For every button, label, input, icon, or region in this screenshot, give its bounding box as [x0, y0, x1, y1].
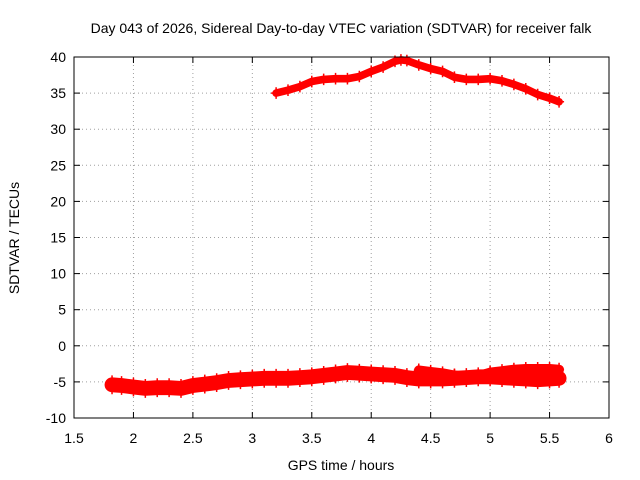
series-upper [271, 54, 565, 108]
data-point [508, 362, 519, 377]
data-point [425, 364, 436, 379]
x-tick-label: 6 [605, 430, 613, 446]
x-tick-label: 3 [248, 430, 256, 446]
data-point [425, 62, 436, 75]
data-point [401, 368, 412, 387]
data-point [342, 72, 353, 85]
x-tick-label: 4 [367, 430, 375, 446]
data-point [140, 378, 151, 398]
y-axis-label: SDTVAR / TECUs [6, 182, 22, 294]
data-point [294, 80, 305, 93]
data-point [318, 73, 329, 86]
data-point [211, 373, 222, 393]
data-point [473, 369, 484, 384]
data-point [461, 73, 472, 86]
x-tick-label: 1.5 [64, 430, 84, 446]
data-point [437, 65, 448, 78]
data-point [544, 92, 555, 104]
data-series [104, 54, 567, 398]
data-point [283, 368, 293, 388]
data-point [485, 72, 496, 85]
data-point [366, 364, 377, 384]
data-point [554, 362, 565, 377]
grid-lines [74, 57, 609, 418]
y-tick-label: 0 [58, 338, 66, 354]
data-point [449, 71, 460, 84]
data-point [532, 362, 543, 376]
data-point [508, 78, 519, 91]
x-tick-label: 5 [486, 430, 494, 446]
x-tick-label: 4.5 [421, 430, 441, 446]
chart-title: Day 043 of 2026, Sidereal Day-to-day VTE… [91, 20, 593, 36]
data-point [271, 87, 282, 99]
data-point [520, 362, 531, 376]
data-point [554, 95, 565, 108]
y-tick-label: 5 [58, 302, 66, 318]
data-point [390, 365, 400, 385]
data-point [164, 378, 175, 398]
data-point [330, 364, 341, 384]
data-point [342, 363, 353, 382]
data-point [128, 377, 139, 397]
data-point [497, 364, 507, 378]
y-tick-label: 30 [50, 121, 66, 137]
data-point [413, 59, 424, 71]
y-tick-label: 35 [50, 85, 66, 101]
y-tick-label: 15 [50, 230, 66, 246]
data-point [235, 370, 246, 390]
data-point [461, 369, 472, 384]
data-point [294, 368, 305, 387]
data-point [532, 88, 543, 101]
data-point [152, 378, 163, 398]
series-lower-b [413, 362, 565, 384]
y-tick-label: 20 [50, 193, 66, 209]
data-point [223, 371, 234, 390]
data-point [497, 75, 507, 87]
data-point [259, 368, 270, 388]
data-point [107, 375, 118, 395]
x-tick-label: 5.5 [540, 430, 560, 446]
data-point [176, 378, 186, 398]
x-tick-labels: 1.5 2 2.5 3 3.5 4 4.5 5 5.5 6 [64, 430, 613, 446]
y-tick-label: -10 [46, 410, 66, 426]
data-point [544, 362, 555, 376]
data-point [485, 365, 496, 380]
data-point [520, 82, 531, 95]
data-point [354, 363, 365, 383]
y-tick-label: 40 [50, 49, 66, 65]
data-point [199, 374, 210, 394]
data-point [306, 367, 317, 387]
axis-ticks [73, 56, 610, 419]
y-tick-label: 10 [50, 266, 66, 282]
data-point [413, 363, 424, 378]
data-point [354, 70, 365, 83]
data-point [437, 366, 448, 381]
data-point [271, 368, 282, 388]
data-point [378, 61, 389, 73]
data-point [366, 65, 377, 78]
data-point [378, 365, 389, 385]
data-point [247, 369, 258, 389]
x-tick-label: 2 [130, 430, 138, 446]
y-tick-labels: -10 -5 0 5 10 15 20 25 30 35 40 [46, 49, 66, 426]
data-point [187, 376, 198, 395]
series-line-upper [272, 56, 563, 106]
data-point [306, 75, 317, 88]
data-point [318, 365, 329, 385]
data-point [473, 73, 484, 86]
data-point [449, 368, 460, 383]
x-tick-label: 3.5 [302, 430, 322, 446]
x-axis-label: GPS time / hours [288, 457, 395, 473]
y-tick-label: 25 [50, 157, 66, 173]
x-tick-label: 2.5 [183, 430, 203, 446]
data-point [283, 84, 293, 97]
y-tick-label: -5 [54, 374, 67, 390]
data-point [330, 72, 341, 85]
data-point [116, 376, 127, 395]
